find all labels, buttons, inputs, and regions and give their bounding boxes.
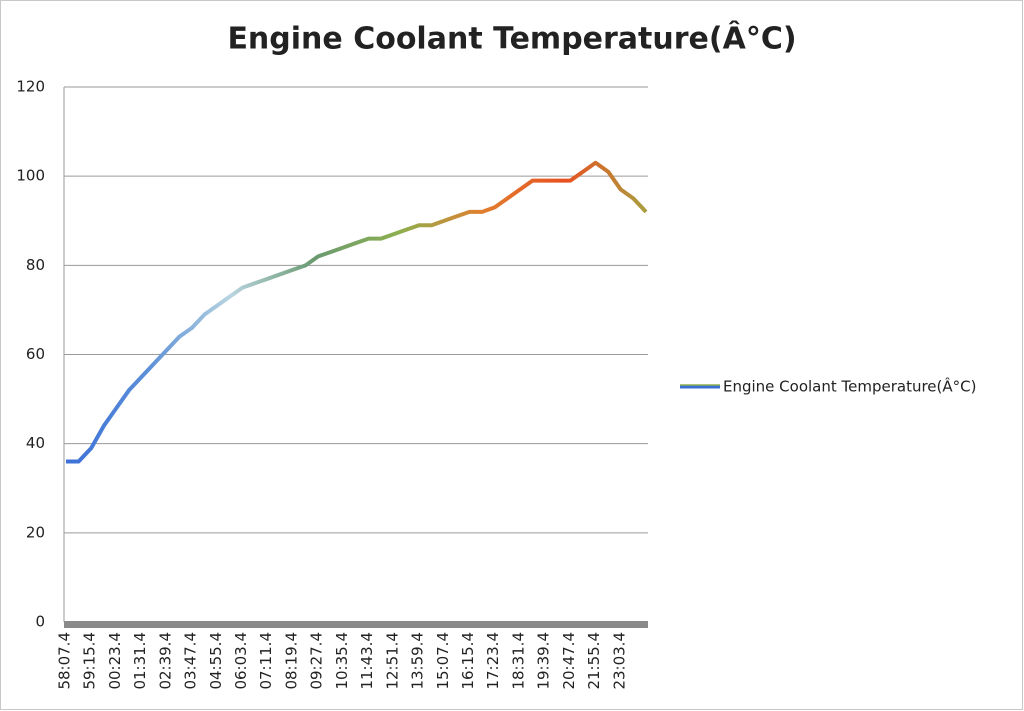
x-tick-label: 01:31.4 bbox=[131, 632, 149, 690]
x-tick-label: 09:27.4 bbox=[308, 632, 326, 690]
x-tick-label: 03:47.4 bbox=[182, 632, 200, 690]
x-axis bbox=[64, 621, 648, 628]
x-tick-label: 11:43.4 bbox=[358, 632, 376, 690]
chart-title: Engine Coolant Temperature(Â°C) bbox=[227, 21, 796, 57]
data-line bbox=[66, 160, 648, 464]
y-tick-label: 120 bbox=[16, 78, 45, 96]
x-tick-label: 23:03.4 bbox=[610, 632, 628, 690]
x-tick-label: 15:07.4 bbox=[434, 632, 452, 690]
x-tick-label: 21:55.4 bbox=[585, 632, 603, 690]
x-tick-label: 10:35.4 bbox=[333, 632, 351, 690]
y-tick-label: 100 bbox=[16, 167, 45, 185]
x-tick-label: 00:23.4 bbox=[106, 632, 124, 690]
y-tick-label: 40 bbox=[26, 434, 45, 452]
x-tick-label: 58:07.4 bbox=[56, 632, 74, 690]
x-tick-label: 06:03.4 bbox=[232, 632, 250, 690]
x-tick-label: 08:19.4 bbox=[282, 632, 300, 690]
x-tick-label: 16:15.4 bbox=[459, 632, 477, 690]
x-tick-label: 17:23.4 bbox=[484, 632, 502, 690]
y-tick-label: 60 bbox=[26, 345, 45, 363]
x-tick-label: 19:39.4 bbox=[535, 632, 553, 690]
y-tick-label: 20 bbox=[26, 523, 45, 541]
x-tick-label: 20:47.4 bbox=[560, 632, 578, 690]
x-tick-label: 04:55.4 bbox=[207, 632, 225, 690]
x-tick-label: 07:11.4 bbox=[257, 632, 275, 690]
y-tick-label: 80 bbox=[26, 256, 45, 274]
x-tick-label: 02:39.4 bbox=[156, 632, 174, 690]
x-tick-label: 13:59.4 bbox=[409, 632, 427, 690]
y-tick-label: 0 bbox=[35, 613, 45, 631]
x-tick-label: 59:15.4 bbox=[81, 632, 99, 690]
x-tick-label: 18:31.4 bbox=[509, 632, 527, 690]
x-tick-label: 12:51.4 bbox=[383, 632, 401, 690]
legend-label: Engine Coolant Temperature(Â°C) bbox=[723, 377, 976, 396]
